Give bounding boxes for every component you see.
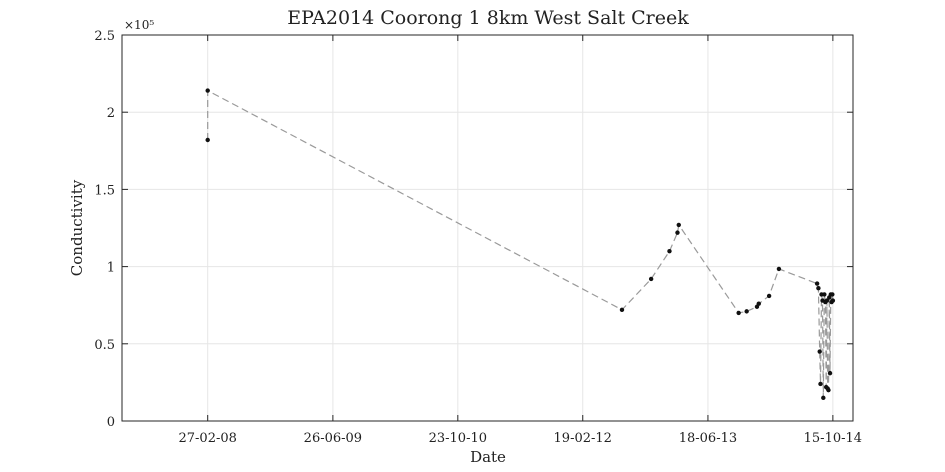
x-tick-label: 26-06-09 bbox=[304, 431, 362, 446]
data-point bbox=[814, 281, 820, 286]
data-point bbox=[818, 381, 823, 387]
data-point bbox=[824, 298, 830, 303]
y-tick-label: 0.5 bbox=[94, 338, 115, 353]
x-tick-label: 15-10-14 bbox=[804, 431, 862, 446]
data-point bbox=[736, 310, 741, 316]
data-point bbox=[816, 286, 821, 291]
x-tick-label: 23-10-10 bbox=[429, 431, 487, 446]
x-tick-label: 18-06-13 bbox=[679, 431, 737, 446]
series-line bbox=[207, 89, 834, 398]
data-point bbox=[826, 387, 831, 393]
data-point bbox=[205, 88, 210, 93]
data-point bbox=[822, 292, 827, 297]
x-axis-label: Date bbox=[470, 448, 506, 466]
data-point bbox=[830, 298, 836, 303]
data-point bbox=[776, 266, 782, 272]
data-point bbox=[676, 222, 681, 228]
data-point bbox=[827, 370, 833, 376]
y-tick-label: 1 bbox=[107, 261, 115, 276]
grid bbox=[122, 35, 853, 421]
data-point bbox=[675, 230, 680, 235]
data-point bbox=[744, 309, 749, 314]
chart-title: EPA2014 Coorong 1 8km West Salt Creek bbox=[287, 7, 689, 29]
y-tick-label: 2 bbox=[107, 106, 115, 121]
y-tick-label: 1.5 bbox=[94, 183, 115, 198]
y-tick-label: 0 bbox=[107, 415, 115, 430]
y-axis-label: Conductivity bbox=[68, 179, 86, 276]
data-point bbox=[756, 301, 761, 306]
series-layer bbox=[205, 88, 836, 401]
data-point bbox=[648, 276, 654, 282]
data-point bbox=[830, 292, 835, 297]
data-point bbox=[817, 349, 822, 354]
data-point bbox=[667, 248, 672, 254]
data-point bbox=[619, 307, 625, 313]
x-tick-label: 19-02-12 bbox=[554, 431, 612, 446]
plot-frame bbox=[121, 34, 854, 422]
data-point bbox=[205, 137, 210, 143]
x-tick-label: 27-02-08 bbox=[178, 431, 236, 446]
ticks: 27-02-08 26-06-09 23-10-10 19-02-12 18-06-13… bbox=[94, 29, 862, 446]
y-tick-label: 2.5 bbox=[94, 29, 115, 44]
y-exponent-label: ×10⁵ bbox=[124, 18, 154, 32]
data-point bbox=[821, 395, 826, 401]
data-point bbox=[766, 293, 772, 299]
